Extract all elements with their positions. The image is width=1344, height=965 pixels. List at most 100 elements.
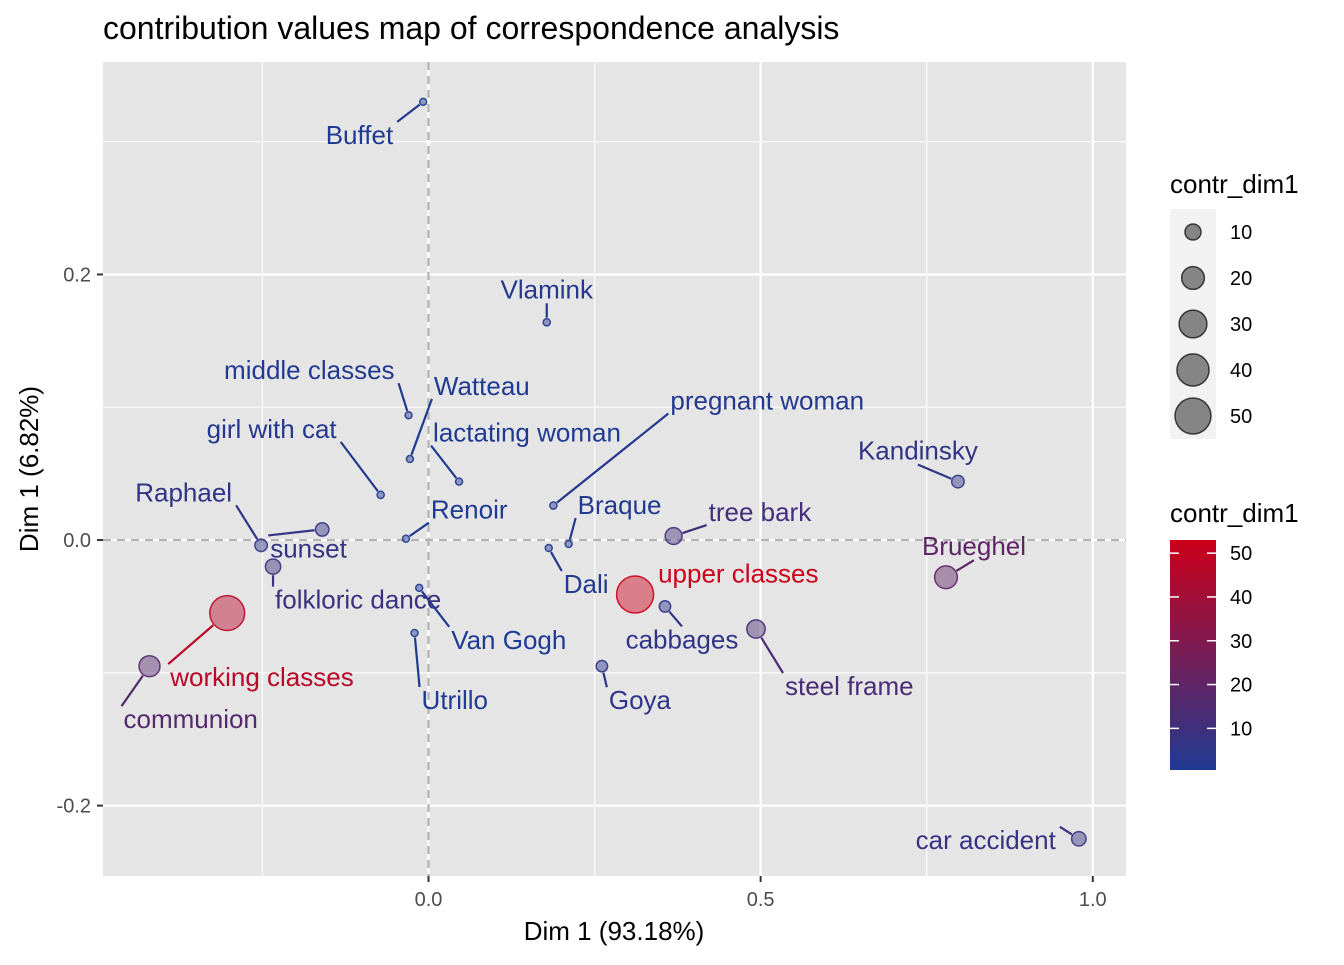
data-point: [950, 474, 965, 489]
point-label: middle classes: [224, 355, 395, 385]
y-tick-label: 0.0: [63, 530, 91, 552]
connector-line: [339, 441, 379, 492]
connector-line: [917, 463, 952, 480]
data-points: [138, 97, 1087, 847]
point-label: pregnant woman: [670, 386, 864, 416]
point-label: car accident: [916, 825, 1057, 855]
color-legend: contr_dim1 10 20 30 40 50: [1170, 498, 1299, 770]
point-label: Raphael: [135, 477, 232, 507]
connector-line: [556, 412, 670, 504]
data-point: [410, 628, 419, 638]
color-bar: [1170, 540, 1216, 770]
data-point: [544, 543, 553, 553]
point-label: tree bark: [709, 497, 813, 527]
point-label: sunset: [270, 533, 347, 563]
connector-line: [602, 672, 608, 688]
point-labels: Buffet Vlamink middle classes Watteau girl w…: [124, 120, 1057, 855]
connector-line: [396, 103, 421, 123]
point-label: Goya: [609, 685, 672, 715]
connector-line: [167, 624, 215, 665]
point-label: upper classes: [658, 558, 818, 588]
connector-line: [408, 521, 430, 538]
data-point: [418, 97, 428, 107]
point-label: Watteau: [434, 371, 530, 401]
point-label: Braque: [578, 490, 662, 520]
data-point: [454, 477, 464, 486]
point-label: Dali: [564, 569, 609, 599]
data-point: [615, 575, 655, 614]
size-legend-title: contr_dim1: [1170, 169, 1299, 199]
color-legend-title: contr_dim1: [1170, 498, 1299, 528]
point-label: working classes: [169, 662, 354, 692]
point-label: Kandinsky: [858, 436, 978, 466]
data-point: [746, 619, 766, 639]
point-label: lactating woman: [433, 418, 621, 448]
size-legend-key: [1184, 223, 1202, 241]
data-point: [933, 565, 959, 590]
size-legend-key: [1174, 397, 1212, 435]
data-point: [209, 594, 246, 632]
size-legend-key-background: [1170, 209, 1216, 439]
label-connectors: [120, 103, 1073, 836]
point-label: Renoir: [431, 495, 508, 525]
size-legend-items: 10 20 30 40 50: [1174, 222, 1252, 435]
data-point: [264, 558, 282, 575]
x-axis-ticks: 0.0 0.5 1.0: [415, 876, 1107, 911]
plot-panel: [103, 62, 1126, 876]
connector-line: [235, 504, 259, 540]
color-legend-label: 20: [1230, 675, 1252, 697]
size-legend-label: 50: [1230, 406, 1252, 428]
y-axis-ticks: 0.2 0.0 -0.2: [57, 264, 103, 818]
size-legend-label: 20: [1230, 268, 1252, 290]
connector-line: [955, 559, 975, 572]
data-point: [595, 659, 609, 673]
point-label: Vlamink: [501, 274, 594, 304]
connector-line: [413, 637, 421, 688]
data-point: [1070, 830, 1087, 847]
y-tick-label: -0.2: [57, 796, 91, 818]
size-legend-key: [1176, 353, 1210, 387]
data-point: [254, 538, 269, 553]
connector-line: [430, 444, 458, 479]
reference-lines: [103, 62, 1126, 876]
data-point: [658, 600, 672, 613]
point-label: Utrillo: [422, 685, 488, 715]
x-tick-label: 1.0: [1079, 889, 1107, 911]
color-legend-label: 40: [1230, 587, 1252, 609]
connector-line: [549, 551, 563, 572]
connector-line: [397, 382, 409, 412]
point-label: Van Gogh: [451, 625, 566, 655]
connector-line: [1059, 825, 1073, 836]
point-label: cabbages: [626, 624, 739, 654]
point-label: Buffet: [326, 120, 394, 150]
data-point: [314, 521, 330, 537]
data-point: [564, 539, 573, 549]
point-label: Brueghel: [922, 531, 1026, 561]
size-legend: contr_dim1 10 20 30 40 50: [1170, 169, 1299, 439]
size-legend-label: 40: [1230, 360, 1252, 382]
connector-line: [668, 610, 683, 628]
y-axis-title: Dim 1 (6.82%): [14, 386, 44, 552]
connector-line: [421, 590, 451, 628]
y-tick-label: 0.2: [63, 264, 91, 286]
data-point: [401, 534, 411, 543]
size-legend-label: 10: [1230, 222, 1252, 244]
chart-title: contribution values map of correspondenc…: [103, 10, 839, 46]
data-point: [138, 654, 161, 678]
data-point: [549, 501, 558, 510]
connector-line: [268, 529, 315, 537]
data-point: [664, 526, 683, 546]
color-legend-label: 30: [1230, 631, 1252, 653]
connector-line: [760, 637, 784, 674]
connector-line: [410, 398, 433, 456]
size-legend-key: [1180, 265, 1206, 291]
color-legend-items: 10 20 30 40 50: [1170, 543, 1252, 740]
color-legend-label: 10: [1230, 718, 1252, 740]
size-legend-key: [1178, 309, 1208, 339]
color-legend-label: 50: [1230, 543, 1252, 565]
point-label: communion: [124, 704, 258, 734]
data-point: [376, 490, 386, 500]
x-tick-label: 0.0: [415, 889, 443, 911]
